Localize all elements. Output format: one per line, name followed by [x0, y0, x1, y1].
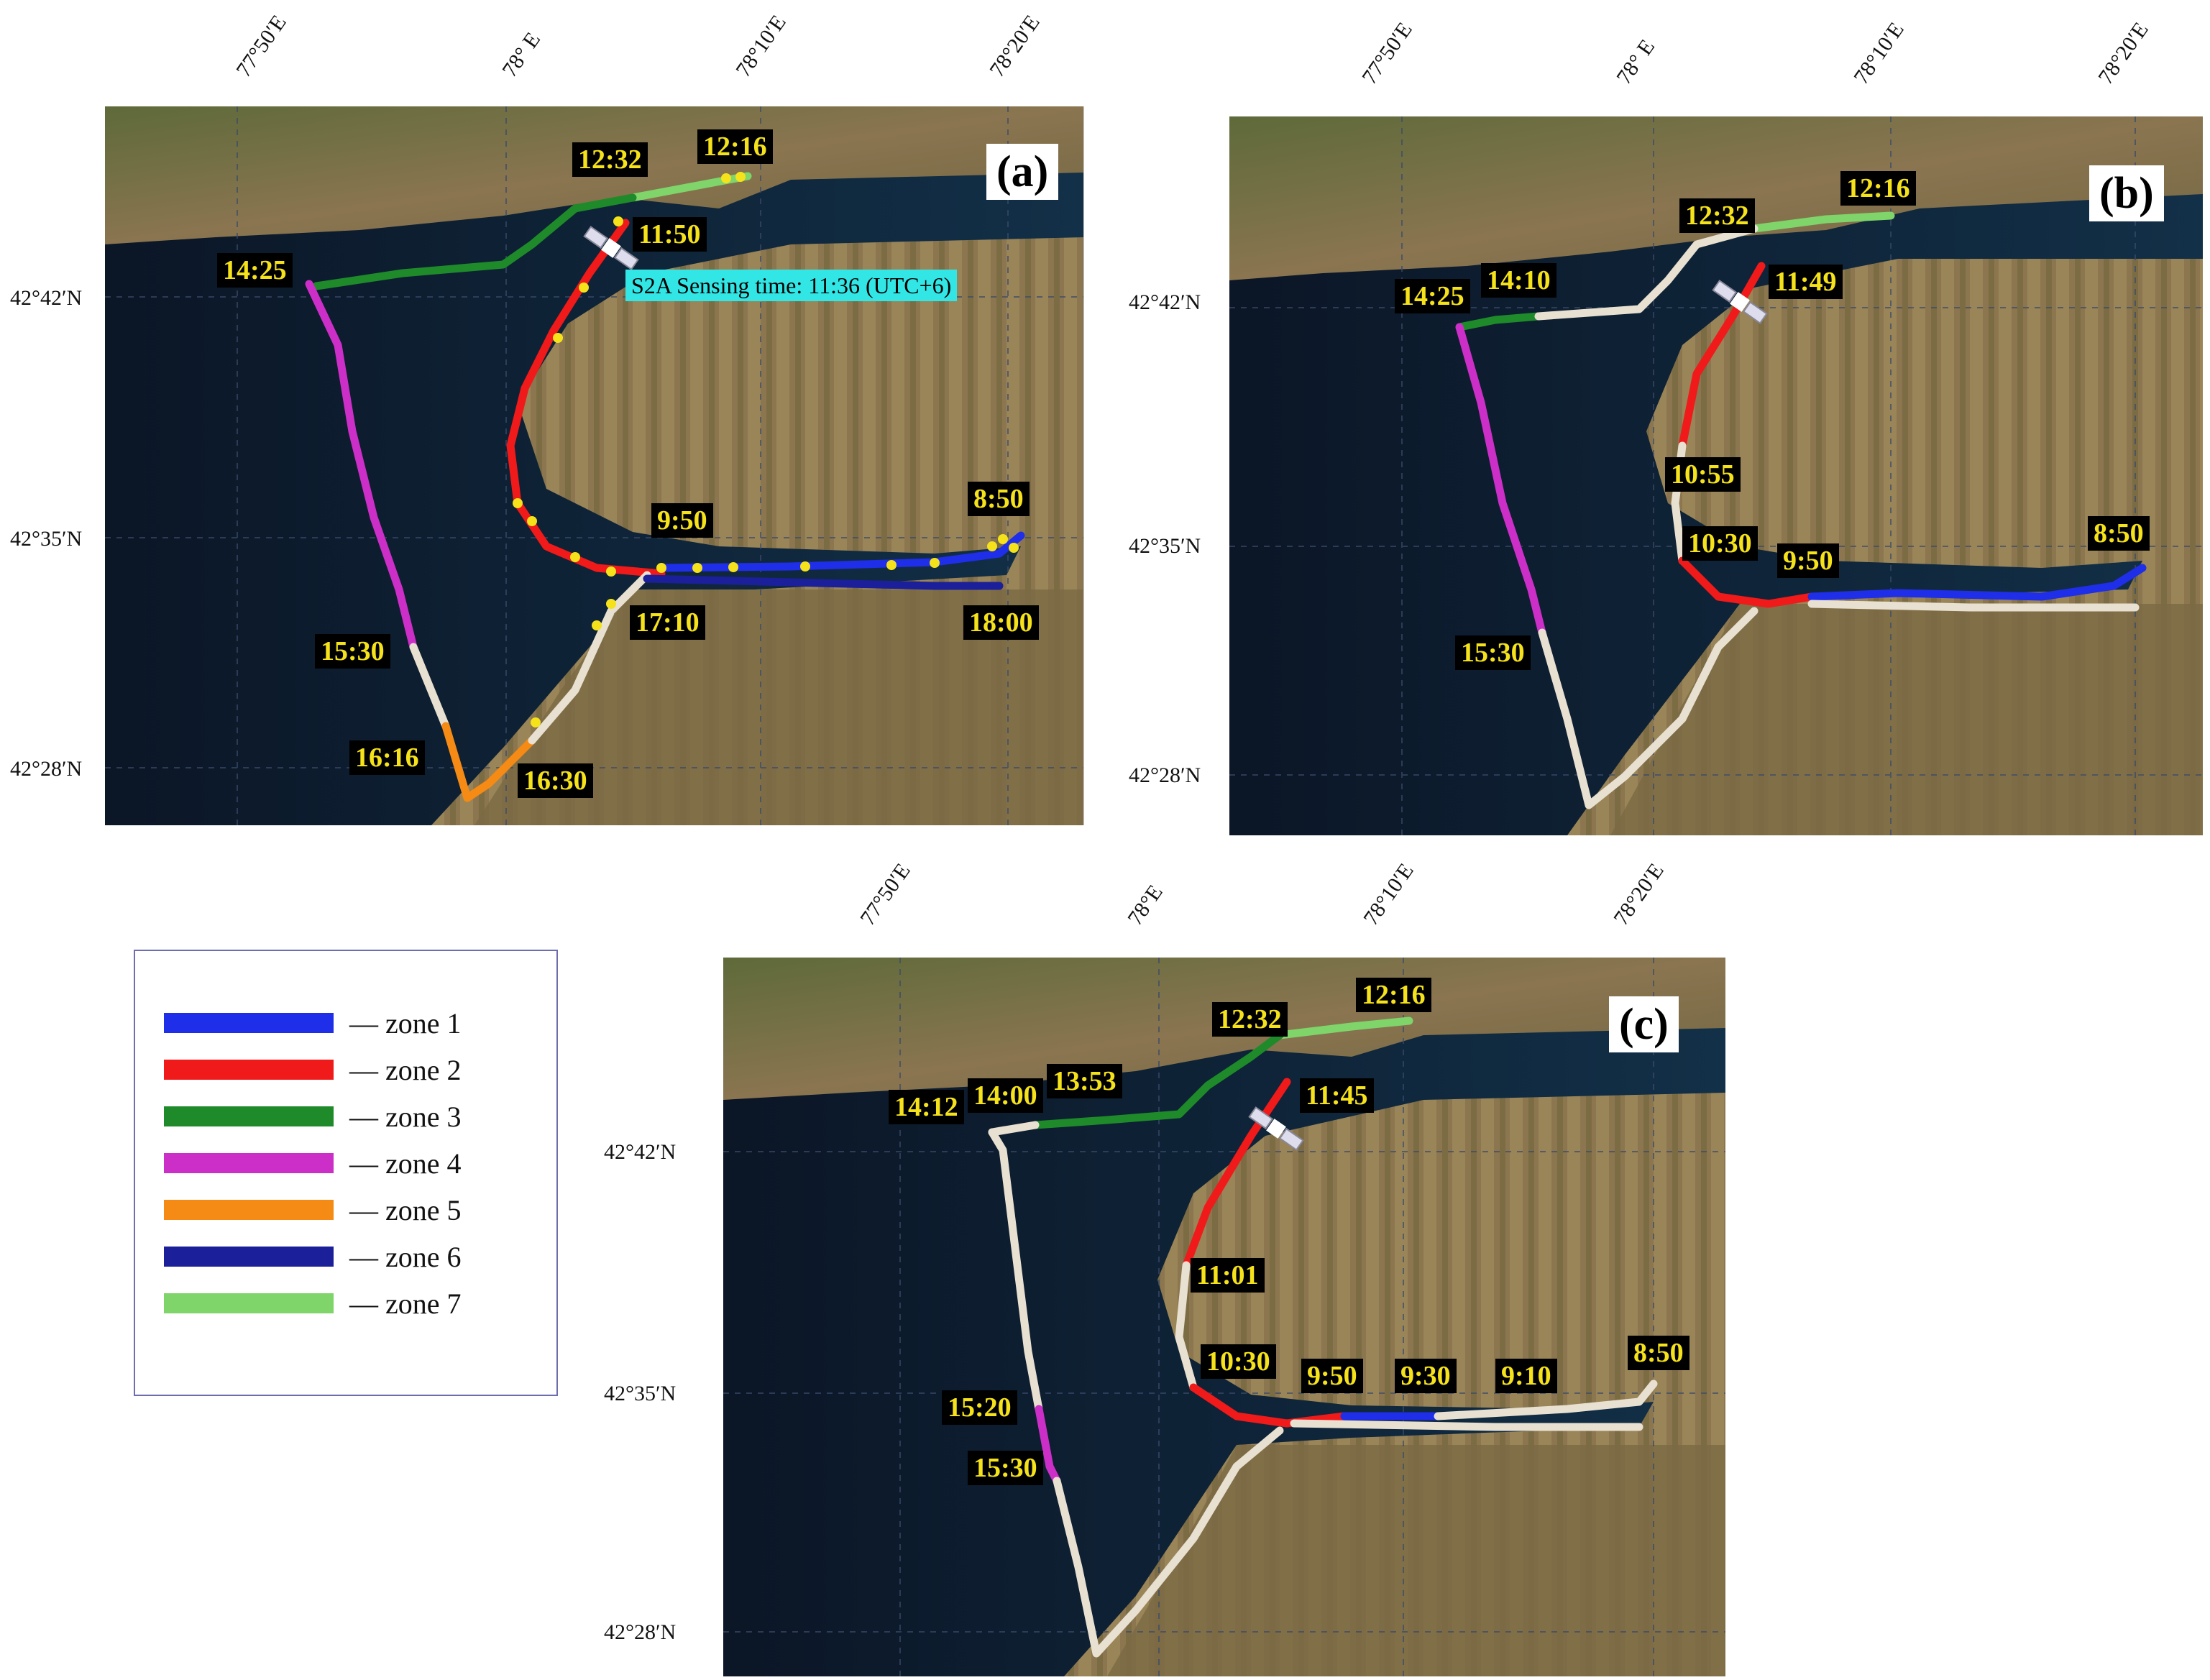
time-label: 12:16	[1356, 978, 1431, 1012]
panel-label: (c)	[1609, 996, 1679, 1052]
legend-swatch	[164, 1153, 334, 1173]
time-label: 14:25	[1395, 279, 1470, 313]
legend-label: — zone 5	[349, 1193, 462, 1226]
time-label: 9:10	[1495, 1359, 1557, 1393]
time-label: 8:50	[1628, 1336, 1689, 1370]
time-label: 11:01	[1191, 1258, 1265, 1293]
legend-item-zone3: — zone 3	[164, 1100, 462, 1133]
lat-label: 42°28′N	[10, 757, 83, 781]
legend-swatch	[164, 1200, 334, 1220]
track-a-zone3	[312, 193, 637, 290]
time-label: 12:16	[1840, 171, 1916, 206]
satellite-icon	[1248, 1106, 1304, 1151]
track-a-return	[528, 571, 651, 745]
lat-label: 42°35′N	[1129, 534, 1201, 558]
time-label: 12:32	[1212, 1002, 1288, 1037]
legend-label: — zone 7	[349, 1287, 462, 1320]
lat-label: 42°35′N	[604, 1382, 677, 1405]
time-label: 9:30	[1395, 1359, 1457, 1393]
panel-a-map	[105, 106, 1084, 825]
time-label: 17:10	[630, 605, 705, 640]
time-label: 15:30	[315, 634, 390, 669]
track-a-zone5	[441, 722, 536, 802]
track-a-zone2	[506, 219, 666, 578]
legend-swatch	[164, 1060, 334, 1080]
legend-item-zone2: — zone 2	[164, 1053, 462, 1086]
zone-legend: — zone 1 — zone 2 — zone 3 — zone 4 — zo…	[134, 950, 558, 1396]
time-label: 12:32	[572, 142, 648, 177]
time-label: 9:50	[651, 503, 713, 538]
satellite-icon	[1712, 280, 1768, 324]
time-label: 15:30	[968, 1451, 1043, 1485]
panel-label: (a)	[986, 144, 1059, 200]
legend-item-zone4: — zone 4	[164, 1147, 462, 1180]
time-label: 8:50	[968, 482, 1030, 516]
legend-label: — zone 3	[349, 1100, 462, 1133]
time-label: 11:45	[1300, 1078, 1374, 1113]
legend-item-zone6: — zone 6	[164, 1240, 462, 1273]
legend-label: — zone 2	[349, 1053, 462, 1086]
time-label: 15:20	[942, 1390, 1017, 1425]
lat-label: 42°35′N	[10, 527, 83, 551]
lat-label: 42°42′N	[604, 1140, 677, 1164]
panel-a: 77°50′E 78° E 78°10′E 78°20′E 42°42′N 42…	[0, 0, 1107, 848]
panel-c-map	[723, 958, 1725, 1676]
time-label: 15:30	[1455, 635, 1531, 670]
track-a-zone4	[305, 280, 418, 651]
satellite-icon	[583, 226, 639, 270]
time-label: 12:32	[1679, 198, 1755, 233]
legend-swatch	[164, 1106, 334, 1126]
time-label: 16:30	[518, 763, 593, 798]
legend-item-zone7: — zone 7	[164, 1287, 462, 1320]
time-label: 9:50	[1301, 1359, 1363, 1393]
legend-swatch	[164, 1293, 334, 1313]
time-label: 9:50	[1777, 543, 1839, 578]
time-label: 8:50	[2088, 516, 2150, 551]
time-label: 14:12	[889, 1090, 964, 1124]
panel-b-map	[1229, 116, 2203, 835]
lat-label: 42°42′N	[10, 286, 83, 310]
time-label: 16:16	[349, 740, 425, 775]
track-a-unzoned	[409, 643, 450, 730]
legend-item-zone1: — zone 1	[164, 1006, 462, 1039]
legend-label: — zone 6	[349, 1240, 462, 1273]
panel-label: (b)	[2089, 165, 2164, 221]
panel-c: 77°50′E 78°E 78°10′E 78°20′E 42°42′N 42°…	[561, 848, 1740, 1680]
time-label: 14:00	[968, 1078, 1043, 1113]
sensing-time-label: S2A Sensing time: 11:36 (UTC+6)	[625, 270, 958, 301]
time-label: 13:53	[1047, 1064, 1122, 1098]
legend-swatch	[164, 1013, 334, 1033]
time-label: 12:16	[697, 129, 773, 164]
lat-label: 42°28′N	[604, 1620, 677, 1644]
time-label: 11:50	[633, 217, 707, 252]
time-label: 14:25	[217, 253, 293, 288]
time-label: 10:30	[1682, 526, 1758, 561]
time-label: 10:30	[1201, 1344, 1276, 1379]
time-label: 10:55	[1665, 457, 1741, 492]
legend-item-zone5: — zone 5	[164, 1193, 462, 1226]
lat-label: 42°28′N	[1129, 763, 1201, 787]
time-label: 18:00	[963, 605, 1039, 640]
time-label: 11:49	[1769, 265, 1843, 299]
panel-b: 77°50′E 78° E 78°10′E 78°20′E 42°42′N 42…	[1107, 0, 2210, 848]
track-a-zone6	[643, 574, 1004, 590]
legend-label: — zone 1	[349, 1006, 462, 1039]
legend-label: — zone 4	[349, 1147, 462, 1180]
time-label: 14:10	[1481, 263, 1556, 298]
lat-label: 42°42′N	[1129, 290, 1201, 314]
legend-swatch	[164, 1247, 334, 1267]
